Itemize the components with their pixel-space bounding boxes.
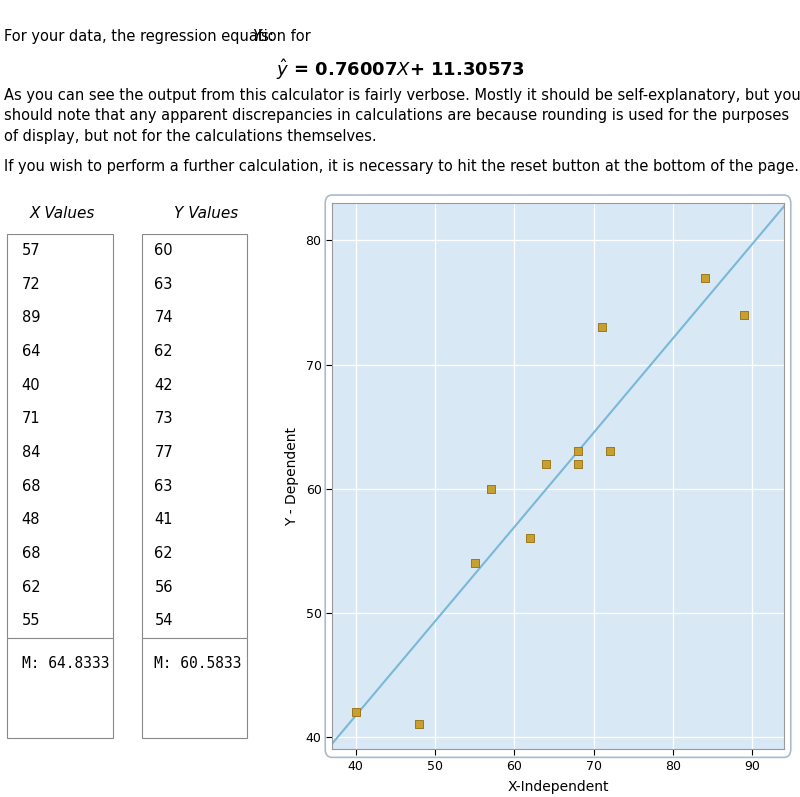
Text: X Values: X Values <box>30 206 95 221</box>
Text: of display, but not for the calculations themselves.: of display, but not for the calculations… <box>4 129 377 144</box>
Text: 74: 74 <box>154 310 173 325</box>
Bar <box>142 638 247 738</box>
Text: 64: 64 <box>22 344 40 359</box>
Text: 40: 40 <box>22 378 40 393</box>
Text: 63: 63 <box>154 478 173 493</box>
Bar <box>7 234 113 638</box>
Text: For your data, the regression equation for: For your data, the regression equation f… <box>4 10 315 25</box>
Point <box>571 445 584 457</box>
Text: 55: 55 <box>22 613 40 628</box>
Text: 73: 73 <box>154 411 173 426</box>
Point <box>603 445 616 457</box>
Text: 57: 57 <box>22 243 40 258</box>
Text: 77: 77 <box>154 445 173 460</box>
Text: is:: is: <box>258 29 274 44</box>
Text: 54: 54 <box>154 613 173 628</box>
Text: 62: 62 <box>154 546 173 561</box>
Text: Y Values: Y Values <box>174 206 238 221</box>
Text: 71: 71 <box>22 411 40 426</box>
Text: should note that any apparent discrepancies in calculations are because rounding: should note that any apparent discrepanc… <box>4 108 789 124</box>
Text: For your data, the regression equation for: For your data, the regression equation f… <box>4 29 315 44</box>
Text: Y: Y <box>252 29 261 44</box>
Text: $\hat{y}$ = 0.76007$X$+ 11.30573: $\hat{y}$ = 0.76007$X$+ 11.30573 <box>276 57 524 82</box>
Text: 68: 68 <box>22 546 40 561</box>
Text: 60: 60 <box>154 243 173 258</box>
Bar <box>142 234 247 638</box>
Text: 41: 41 <box>154 512 173 528</box>
Text: 89: 89 <box>22 310 40 325</box>
Text: As you can see the output from this calculator is fairly verbose. Mostly it shou: As you can see the output from this calc… <box>4 88 800 103</box>
Point <box>595 321 608 334</box>
Point <box>468 556 481 569</box>
Point <box>413 718 426 731</box>
Text: M: 60.5833: M: 60.5833 <box>154 656 242 671</box>
Text: If you wish to perform a further calculation, it is necessary to hit the reset b: If you wish to perform a further calcula… <box>4 159 799 175</box>
Point <box>571 457 584 470</box>
Point <box>524 532 537 544</box>
Point <box>484 482 497 495</box>
Text: 68: 68 <box>22 478 40 493</box>
Point <box>540 457 553 470</box>
Point <box>738 308 750 321</box>
Y-axis label: Y - Dependent: Y - Dependent <box>285 426 298 526</box>
Text: 48: 48 <box>22 512 40 528</box>
X-axis label: X-Independent: X-Independent <box>507 779 609 794</box>
Text: 62: 62 <box>154 344 173 359</box>
Text: 62: 62 <box>22 579 40 595</box>
Point <box>698 271 711 284</box>
Text: 72: 72 <box>22 277 40 292</box>
Bar <box>7 638 113 738</box>
Text: 56: 56 <box>154 579 173 595</box>
Text: 63: 63 <box>154 277 173 292</box>
Text: M: 64.8333: M: 64.8333 <box>22 656 109 671</box>
Text: 42: 42 <box>154 378 173 393</box>
Point <box>350 705 362 718</box>
Text: 84: 84 <box>22 445 40 460</box>
